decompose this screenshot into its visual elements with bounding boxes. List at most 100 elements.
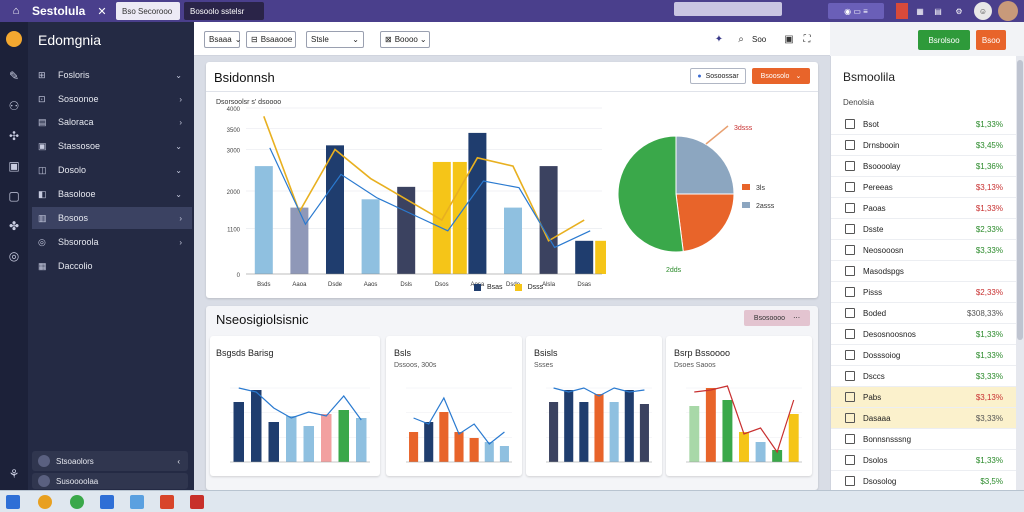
- chevron-down-icon: ⌄: [234, 35, 242, 44]
- sidebar-item-6[interactable]: ◧ Basolooe ⌄: [32, 183, 192, 205]
- list-item[interactable]: Masodspgs: [831, 261, 1017, 282]
- tools-icon[interactable]: ✤: [8, 219, 20, 233]
- share-icon[interactable]: ⚘: [8, 467, 20, 481]
- chat-icon[interactable]: ▣: [8, 159, 20, 173]
- mini-card-2[interactable]: Bsls Dssoos, 300s: [386, 336, 522, 476]
- list-item[interactable]: Drnsbooin $3,45%: [831, 135, 1017, 156]
- sidebar-item-4[interactable]: ▣ Stassosoe ⌄: [32, 135, 192, 157]
- mail-icon[interactable]: ▤: [934, 6, 942, 16]
- card-title: Bsrp Bssoooo: [674, 348, 731, 358]
- scrollbar-thumb[interactable]: [1017, 60, 1023, 340]
- select-value: Bsaaooe: [260, 35, 293, 44]
- bar: [290, 207, 309, 274]
- account-button[interactable]: ◉ ▭ ≡: [828, 3, 884, 19]
- search-input[interactable]: [674, 2, 782, 16]
- badge-icon[interactable]: ✦: [714, 33, 724, 45]
- browser-icon[interactable]: [38, 495, 52, 509]
- item-icon: [845, 350, 855, 360]
- bar-line-chart: 0 1100 2000 3000 3500 4000 Bsds Aaoa Dsde Aaos Dsl…: [227, 107, 606, 288]
- y-tick-label: 2000: [227, 190, 241, 196]
- x-tick-label: Dsas: [577, 282, 591, 288]
- sidebar-item-2[interactable]: ⊡ Sosoonoe ›: [32, 88, 192, 110]
- search-icon[interactable]: ⌕: [738, 33, 744, 45]
- close-icon[interactable]: ✕: [97, 5, 107, 18]
- toolbar-select-4[interactable]: ⊠ Boooo ⌄: [380, 31, 430, 48]
- sidebar-item-label: Dosolo: [58, 165, 87, 175]
- sidebar-item-1[interactable]: ⊞ Fosloris ⌄: [32, 64, 192, 86]
- scrollbar[interactable]: [1016, 56, 1024, 490]
- list-item[interactable]: Dosssoiog $1,33%: [831, 345, 1017, 366]
- primary-action-button[interactable]: Bsrolsoo: [918, 30, 970, 50]
- item-icon: [845, 266, 855, 276]
- mini-card-1[interactable]: Bsgsds Barisg: [210, 336, 380, 476]
- toolbar-select-3[interactable]: Stsle ⌄: [306, 31, 364, 48]
- action-button[interactable]: Bsoosolo ⌄: [752, 68, 810, 84]
- expand-icon[interactable]: ⛶: [803, 33, 811, 45]
- section-button[interactable]: Bsosoooo ⋯: [744, 310, 810, 326]
- office-icon[interactable]: [160, 495, 174, 509]
- list-item[interactable]: Bsoooolay $1,36%: [831, 156, 1017, 177]
- database-icon[interactable]: ▢: [8, 189, 20, 203]
- bar: [539, 166, 558, 274]
- list-item[interactable]: Dsosolog $3,5%: [831, 471, 1017, 492]
- sidebar-item-8[interactable]: ◎ Sbsoroola ›: [32, 231, 192, 253]
- list-item[interactable]: Dsste $2,33%: [831, 219, 1017, 240]
- list-item[interactable]: Pereeas $3,13%: [831, 177, 1017, 198]
- title-bar: ⌂ Sestolula ✕ Bso Secorooo Bosoolo sstel…: [0, 0, 1024, 22]
- mini-card-3[interactable]: Bsisls Ssses: [526, 336, 662, 476]
- profile-avatar[interactable]: [998, 1, 1018, 21]
- list-item[interactable]: Dsolos $1,33%: [831, 450, 1017, 471]
- bar: [454, 432, 464, 462]
- sidebar-item-7[interactable]: ▥ Bosoos ›: [32, 207, 192, 229]
- sidebar-item-3[interactable]: ▤ Saloraca ›: [32, 111, 192, 133]
- sidebar-item-5[interactable]: ◫ Dosolo ⌄: [32, 159, 192, 181]
- network-icon[interactable]: ⚇: [8, 99, 20, 113]
- store-icon[interactable]: [130, 495, 144, 509]
- list-item[interactable]: Bonnsnsssng: [831, 429, 1017, 450]
- item-value: $308,33%: [966, 308, 1003, 318]
- list-item[interactable]: Bsot $1,33%: [831, 114, 1017, 135]
- plugin-icon[interactable]: ✣: [8, 129, 20, 143]
- avatar[interactable]: ☺: [974, 2, 992, 20]
- section-button-label: Bsosoooo: [753, 314, 786, 322]
- settings-icon[interactable]: ⚙: [955, 6, 963, 16]
- list-item[interactable]: Dasaaa $3,33%: [831, 408, 1017, 429]
- start-icon[interactable]: [6, 495, 20, 509]
- toolbar-select-2[interactable]: ⊟ Bsaaooe: [246, 31, 296, 48]
- list-item[interactable]: Dsccs $3,33%: [831, 366, 1017, 387]
- sidebar-item-label: Stassosoe: [58, 141, 101, 151]
- list-item[interactable]: Boded $308,33%: [831, 303, 1017, 324]
- puzzle-icon[interactable]: ✎: [8, 69, 20, 83]
- item-label: Pisss: [863, 287, 883, 297]
- globe-icon[interactable]: ◎: [8, 249, 20, 263]
- list-item[interactable]: Pisss $2,33%: [831, 282, 1017, 303]
- list-item[interactable]: Pabs $3,13%: [831, 387, 1017, 408]
- calendar-icon[interactable]: ▦: [916, 6, 924, 16]
- list-item[interactable]: Desosnoosnos $1,33%: [831, 324, 1017, 345]
- x-tick-label: Alsla: [542, 282, 556, 288]
- list-item[interactable]: Paoas $1,33%: [831, 198, 1017, 219]
- series-line: [269, 147, 591, 249]
- chrome-icon[interactable]: [70, 495, 84, 509]
- item-label: Bonnsnsssng: [863, 434, 912, 444]
- files-icon[interactable]: [100, 495, 114, 509]
- item-icon: [845, 329, 855, 339]
- tab-2[interactable]: Bosoolo sstelsr: [184, 2, 264, 20]
- filter-button[interactable]: ● Sosoossar: [690, 68, 746, 84]
- toolbar-select-1[interactable]: Bsaaa ⌄: [204, 31, 242, 48]
- sidebar-footer-item-2[interactable]: Susoooolaa: [32, 473, 188, 489]
- chevron-down-icon: ⌄: [175, 141, 182, 151]
- grid-view-icon[interactable]: ▣: [784, 33, 794, 45]
- mini-card-4[interactable]: Bsrp Bssoooo Dsoes Saoos: [666, 336, 812, 476]
- sidebar-item-9[interactable]: ▦ Daccolio: [32, 255, 192, 277]
- sidebar-item-label: Basolooe: [58, 189, 96, 199]
- notification-icon[interactable]: [896, 3, 908, 19]
- tab-1[interactable]: Bso Secorooo: [116, 2, 180, 20]
- sidebar-footer-item-1[interactable]: Stsoaolors ‹: [32, 451, 188, 471]
- list-item[interactable]: Neosooosn $3,33%: [831, 240, 1017, 261]
- bar: [268, 422, 279, 462]
- app-icon[interactable]: [190, 495, 204, 509]
- secondary-action-button[interactable]: Bsoo: [976, 30, 1006, 50]
- x-tick-label: Dsde: [328, 282, 343, 288]
- bar: [594, 394, 604, 462]
